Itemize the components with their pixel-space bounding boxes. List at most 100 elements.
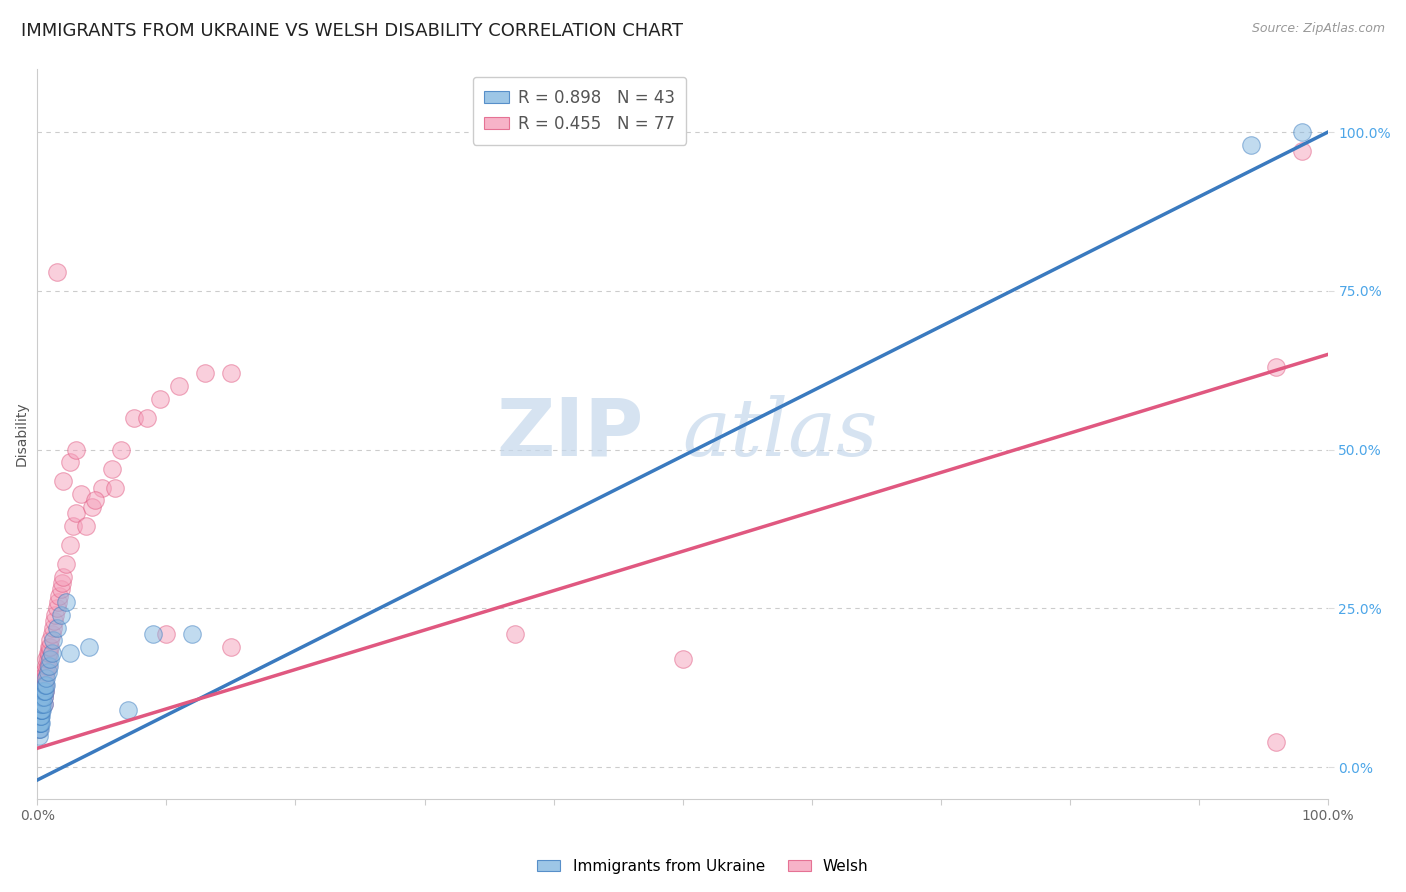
Point	[41, 646, 63, 660]
Point	[30, 671, 52, 685]
Point	[44, 607, 66, 622]
Point	[31, 697, 53, 711]
Point	[101, 461, 124, 475]
Point	[38, 646, 60, 660]
Point	[28, 697, 51, 711]
Point	[34, 684, 56, 698]
Point	[51, 576, 73, 591]
Point	[219, 367, 242, 381]
Point	[30, 709, 52, 723]
Point	[30, 715, 52, 730]
Point	[31, 690, 53, 705]
Point	[31, 684, 53, 698]
Point	[45, 601, 67, 615]
Point	[52, 475, 75, 489]
Point	[28, 722, 51, 736]
Point	[35, 671, 58, 685]
Point	[80, 500, 103, 514]
Text: ZIP: ZIP	[496, 395, 644, 473]
Point	[30, 697, 52, 711]
Point	[28, 709, 51, 723]
Point	[32, 684, 55, 698]
Point	[34, 678, 56, 692]
Point	[35, 665, 58, 679]
Y-axis label: Disability: Disability	[15, 401, 30, 467]
Point	[41, 627, 63, 641]
Point	[149, 392, 172, 406]
Point	[122, 411, 145, 425]
Point	[27, 722, 49, 736]
Point	[84, 493, 107, 508]
Point	[27, 715, 49, 730]
Point	[1265, 735, 1288, 749]
Point	[35, 678, 58, 692]
Point	[27, 709, 49, 723]
Point	[42, 633, 65, 648]
Point	[30, 690, 52, 705]
Point	[32, 678, 55, 692]
Point	[38, 658, 60, 673]
Point	[34, 671, 56, 685]
Point	[35, 658, 58, 673]
Point	[75, 519, 97, 533]
Point	[32, 697, 55, 711]
Point	[30, 703, 52, 717]
Point	[104, 481, 127, 495]
Point	[37, 658, 59, 673]
Point	[28, 715, 51, 730]
Point	[1239, 137, 1261, 152]
Point	[45, 621, 67, 635]
Point	[49, 607, 72, 622]
Point	[45, 265, 67, 279]
Point	[59, 646, 82, 660]
Point	[35, 652, 58, 666]
Point	[59, 538, 82, 552]
Point	[48, 589, 70, 603]
Point	[32, 690, 55, 705]
Point	[1265, 360, 1288, 375]
Legend: Immigrants from Ukraine, Welsh: Immigrants from Ukraine, Welsh	[531, 853, 875, 880]
Point	[672, 652, 695, 666]
Point	[30, 703, 52, 717]
Point	[31, 678, 53, 692]
Point	[31, 684, 53, 698]
Point	[28, 690, 51, 705]
Point	[32, 697, 55, 711]
Point	[30, 690, 52, 705]
Point	[30, 678, 52, 692]
Point	[34, 684, 56, 698]
Point	[31, 697, 53, 711]
Point	[34, 678, 56, 692]
Point	[39, 633, 62, 648]
Point	[110, 442, 132, 457]
Point	[136, 411, 159, 425]
Point	[30, 703, 52, 717]
Point	[55, 557, 77, 571]
Point	[30, 684, 52, 698]
Point	[194, 367, 217, 381]
Point	[155, 627, 177, 641]
Point	[181, 627, 204, 641]
Point	[42, 614, 65, 628]
Point	[42, 621, 65, 635]
Point	[31, 703, 53, 717]
Point	[37, 652, 59, 666]
Point	[37, 646, 59, 660]
Point	[27, 697, 49, 711]
Point	[39, 640, 62, 654]
Point	[65, 442, 87, 457]
Point	[32, 690, 55, 705]
Point	[117, 703, 139, 717]
Point	[1291, 125, 1313, 139]
Point	[31, 690, 53, 705]
Text: atlas: atlas	[683, 395, 877, 473]
Point	[62, 519, 84, 533]
Point	[503, 627, 526, 641]
Point	[27, 703, 49, 717]
Point	[59, 455, 82, 469]
Point	[27, 722, 49, 736]
Point	[90, 481, 112, 495]
Point	[70, 487, 93, 501]
Legend: R = 0.898   N = 43, R = 0.455   N = 77: R = 0.898 N = 43, R = 0.455 N = 77	[472, 77, 686, 145]
Point	[46, 595, 69, 609]
